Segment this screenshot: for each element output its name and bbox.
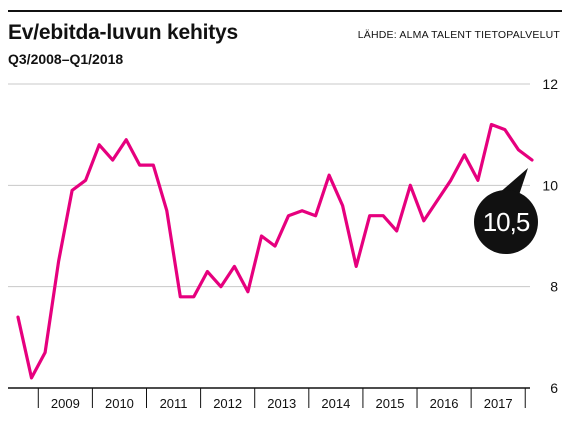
x-tick-label: 2015 [376,396,405,411]
x-tick-label: 2017 [484,396,513,411]
series-line [16,122,534,380]
y-tick-label: 12 [542,76,558,92]
series-line-group [16,122,534,380]
x-tick-label: 2013 [267,396,296,411]
callout-circle [474,190,538,254]
top-rule [8,10,562,12]
y-tick-label: 6 [550,380,558,396]
x-tick-label: 2016 [430,396,459,411]
x-tick-label: 2010 [105,396,134,411]
x-axis [8,387,530,408]
y-tick-label: 8 [550,279,558,295]
source-label: LÄHDE: ALMA TALENT TIETOPALVELUT [357,29,560,41]
gridlines [8,83,530,288]
y-tick-label: 10 [542,177,558,193]
axis-labels: 6 8 10 12 2009 2010 2011 2012 2013 2014 2015 2016 20… [51,76,558,411]
x-tick-label: 2014 [321,396,350,411]
chart-subtitle: Q3/2008–Q1/2018 [8,51,124,67]
x-tick-label: 2012 [213,396,242,411]
x-tick-label: 2009 [51,396,80,411]
callout-value: 10,5 [483,207,530,237]
chart-title: Ev/ebitda-luvun kehitys [8,21,238,44]
x-tick-label: 2011 [160,396,188,411]
value-callout: 10,5 [474,168,538,254]
